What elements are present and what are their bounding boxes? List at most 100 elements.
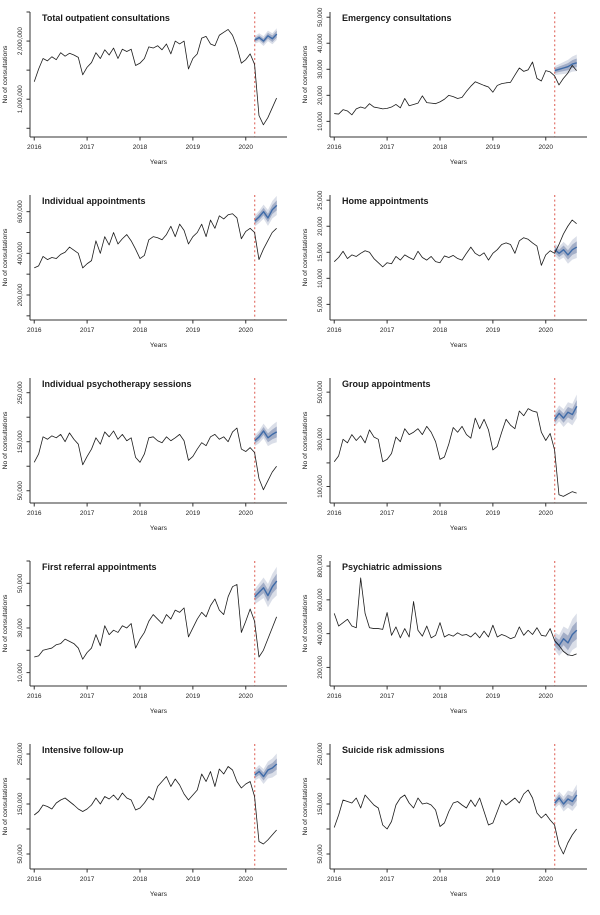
forecast-line bbox=[554, 405, 578, 420]
chart-svg-emergency-consultations: 10,000 20,000 30,000 40,000 50,000 2016 2017 20… bbox=[302, 7, 587, 166]
x-tick-label: 2016 bbox=[27, 693, 42, 700]
y-tick-label: 400,000 bbox=[317, 622, 324, 645]
x-tick-label: 2019 bbox=[186, 327, 201, 334]
observed-line bbox=[33, 766, 277, 845]
y-tick-label: 400,000 bbox=[17, 241, 24, 264]
x-tick-label: 2020 bbox=[539, 327, 554, 334]
y-axis-title: No of consultations bbox=[302, 45, 309, 103]
x-tick-label: 2019 bbox=[486, 327, 501, 334]
y-tick-label: 25,000 bbox=[317, 190, 324, 210]
observed-line bbox=[33, 427, 277, 491]
x-tick-label: 2019 bbox=[186, 876, 201, 883]
y-tick-label: 500,000 bbox=[317, 380, 324, 403]
y-tick-label: 150,000 bbox=[17, 792, 24, 815]
chart-title: Home appointments bbox=[342, 196, 429, 206]
forecast-line bbox=[254, 430, 278, 442]
forecast-band-80 bbox=[554, 241, 577, 260]
forecast-band-80 bbox=[254, 573, 277, 602]
x-tick-label: 2016 bbox=[327, 693, 342, 700]
x-tick-label: 2016 bbox=[327, 144, 342, 151]
x-tick-label: 2020 bbox=[239, 327, 254, 334]
y-axis-title: No of consultations bbox=[2, 777, 9, 835]
y-axis-title: No of consultations bbox=[2, 594, 9, 652]
x-tick-label: 2020 bbox=[539, 144, 554, 151]
x-tick-label: 2016 bbox=[27, 876, 42, 883]
chart-panel-individual-psychotherapy-sessions: 50,000 150,000 250,000 2016 2017 2018 2019 2020… bbox=[0, 366, 300, 549]
forecast-line bbox=[254, 763, 278, 778]
observed-line bbox=[333, 219, 577, 268]
x-tick-label: 2020 bbox=[239, 144, 254, 151]
chart-panel-emergency-consultations: 10,000 20,000 30,000 40,000 50,000 2016 2017 20… bbox=[300, 0, 600, 183]
y-tick-label: 800,000 bbox=[317, 554, 324, 577]
x-tick-label: 2018 bbox=[433, 693, 448, 700]
x-tick-label: 2016 bbox=[327, 510, 342, 517]
x-tick-label: 2019 bbox=[186, 510, 201, 517]
y-axis-title: No of consultations bbox=[302, 777, 309, 835]
x-axis-title: Years bbox=[150, 342, 168, 349]
x-axis-title: Years bbox=[450, 708, 468, 715]
x-tick-label: 2016 bbox=[27, 144, 42, 151]
forecast-band-80 bbox=[254, 30, 277, 44]
forecast-band-80 bbox=[254, 758, 277, 781]
x-tick-label: 2018 bbox=[433, 144, 448, 151]
chart-svg-suicide-risk-admissions: 50,000 150,000 250,000 2016 2017 2018 2019 2020… bbox=[302, 742, 587, 898]
chart-title: Group appointments bbox=[342, 379, 431, 389]
x-tick-label: 2017 bbox=[380, 693, 395, 700]
observed-line bbox=[33, 29, 277, 126]
x-tick-label: 2019 bbox=[186, 144, 201, 151]
x-tick-label: 2018 bbox=[433, 876, 448, 883]
x-tick-label: 2017 bbox=[80, 693, 95, 700]
x-tick-label: 2018 bbox=[133, 876, 148, 883]
chart-panel-group-appointments: 100,000 300,000 500,000 2016 2017 2018 2019 202… bbox=[300, 366, 600, 549]
y-tick-label: 150,000 bbox=[17, 430, 24, 453]
x-tick-label: 2017 bbox=[380, 144, 395, 151]
chart-title: Individual appointments bbox=[42, 196, 146, 206]
x-axis-title: Years bbox=[150, 708, 168, 715]
x-tick-label: 2017 bbox=[380, 327, 395, 334]
chart-title: Individual psychotherapy sessions bbox=[42, 379, 192, 389]
forecast-band-80 bbox=[254, 200, 277, 224]
y-axis-title: No of consultations bbox=[302, 411, 309, 469]
y-tick-label: 200,000 bbox=[317, 656, 324, 679]
y-tick-label: 150,000 bbox=[317, 792, 324, 815]
x-tick-label: 2020 bbox=[239, 876, 254, 883]
observed-line bbox=[34, 213, 277, 269]
forecast-band-80 bbox=[554, 400, 577, 424]
chart-panel-first-referral-appointments: 10,000 30,000 50,000 2016 2017 2018 2019 2020 Ye… bbox=[0, 549, 300, 732]
x-tick-label: 2018 bbox=[133, 510, 148, 517]
chart-title: Psychiatric admissions bbox=[342, 562, 442, 572]
x-tick-label: 2017 bbox=[80, 144, 95, 151]
y-axis-title: No of consultations bbox=[302, 228, 309, 286]
y-axis-title: No of consultations bbox=[2, 45, 9, 103]
chart-title: Intensive follow-up bbox=[42, 745, 124, 755]
chart-panel-individual-appointments: 200,000 400,000 600,000 2016 2017 2018 2019 202… bbox=[0, 183, 300, 366]
chart-svg-individual-psychotherapy-sessions: 50,000 150,000 250,000 2016 2017 2018 2019 2020… bbox=[2, 378, 287, 532]
chart-title: Total outpatient consultations bbox=[42, 13, 170, 23]
chart-panel-intensive-follow-up: 50,000 150,000 250,000 2016 2017 2018 2019 2020… bbox=[0, 732, 300, 915]
chart-title: First referral appointments bbox=[42, 562, 157, 572]
forecast-line bbox=[554, 62, 577, 72]
y-tick-label: 10,000 bbox=[17, 662, 24, 682]
y-tick-label: 50,000 bbox=[17, 481, 24, 501]
x-tick-label: 2018 bbox=[433, 510, 448, 517]
x-axis-title: Years bbox=[450, 159, 468, 166]
chart-panel-psychiatric-admissions: 200,000 400,000 600,000 800,000 2016 2017 2018… bbox=[300, 549, 600, 732]
x-tick-label: 2017 bbox=[80, 327, 95, 334]
y-axis-title: No of consultations bbox=[302, 594, 309, 652]
y-tick-label: 30,000 bbox=[17, 618, 24, 638]
y-tick-label: 15,000 bbox=[317, 242, 324, 262]
x-tick-label: 2020 bbox=[539, 876, 554, 883]
y-tick-label: 10,000 bbox=[317, 111, 324, 131]
y-tick-label: 2,000,000 bbox=[17, 27, 24, 56]
x-tick-label: 2016 bbox=[327, 327, 342, 334]
x-axis-title: Years bbox=[450, 342, 468, 349]
x-tick-label: 2018 bbox=[133, 144, 148, 151]
x-axis-title: Years bbox=[450, 525, 468, 532]
chart-panel-total-outpatient-consultations: 1,000,000 2,000,000 2016 2017 2018 2019 2020 Ye… bbox=[0, 0, 300, 183]
y-tick-label: 1,000,000 bbox=[17, 85, 24, 114]
forecast-line bbox=[254, 204, 278, 222]
x-tick-label: 2020 bbox=[239, 693, 254, 700]
x-axis-title: Years bbox=[150, 525, 168, 532]
chart-svg-intensive-follow-up: 50,000 150,000 250,000 2016 2017 2018 2019 2020… bbox=[2, 742, 287, 898]
